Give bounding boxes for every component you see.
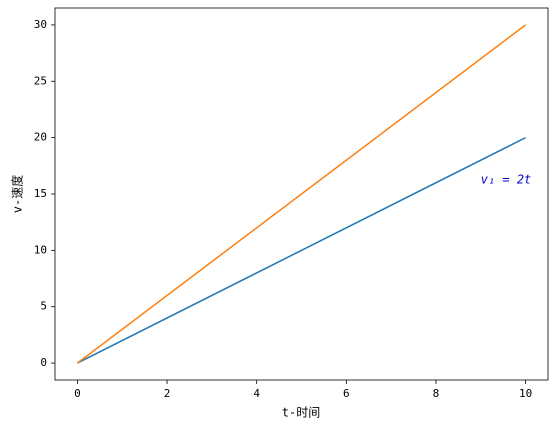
data-line [76,24,527,364]
y-tick-label: 25 [34,74,47,87]
x-tick-label: 8 [433,387,440,400]
y-tick-label: 30 [34,18,47,31]
y-tick-label: 0 [40,356,47,369]
y-tick-label: 5 [40,300,47,313]
x-tick-label: 4 [253,387,260,400]
y-tick-label: 20 [34,131,47,144]
y-tick-label: 10 [34,243,47,256]
x-tick-label: 0 [74,387,81,400]
y-axis-label: v-速度 [10,175,25,213]
y-tick-label: 15 [34,187,47,200]
x-tick-label: 10 [519,387,532,400]
x-tick-label: 2 [164,387,171,400]
x-axis-label: t-时间 [282,406,320,420]
annotation: v₁ = 2t [481,173,532,187]
data-line [77,136,526,364]
x-tick-label: 6 [343,387,350,400]
